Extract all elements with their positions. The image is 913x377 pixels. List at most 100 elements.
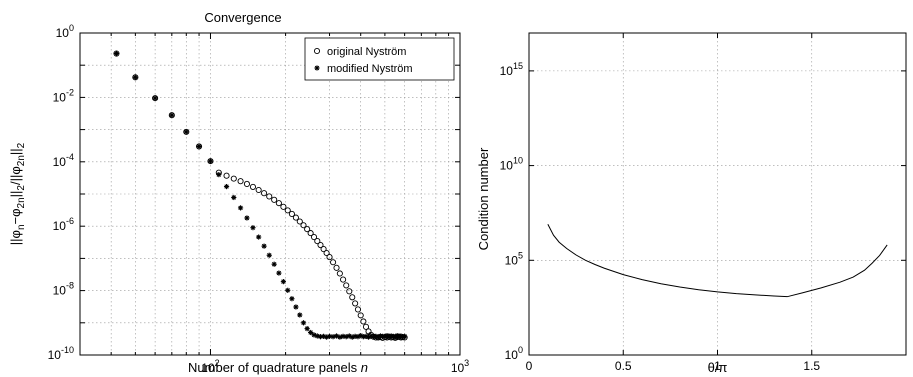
original-nystrom-point bbox=[300, 222, 307, 229]
original-nystrom-point bbox=[362, 323, 370, 330]
original-nystrom-point bbox=[352, 300, 359, 307]
original-nystrom-point bbox=[317, 241, 324, 249]
modified-nystrom-point bbox=[183, 129, 189, 135]
left-y-tick-label: 10-2 bbox=[53, 87, 74, 104]
modified-nystrom-point bbox=[300, 320, 307, 326]
modified-nystrom-point bbox=[297, 312, 303, 318]
original-nystrom-point bbox=[249, 183, 257, 190]
original-nystrom-point bbox=[304, 226, 311, 233]
right-ticks: 100 105 1010 1015 0 0.5 1 1.5 bbox=[500, 33, 906, 373]
original-nystrom-point bbox=[349, 294, 356, 301]
right-plot-frame bbox=[528, 32, 907, 356]
left-x-axis-label-text: Number of quadrature panels bbox=[188, 360, 361, 375]
original-nystrom-point bbox=[346, 288, 353, 295]
modified-nystrom-point bbox=[169, 112, 175, 118]
original-nystrom-point bbox=[266, 193, 273, 200]
right-y-tick-label: 100 bbox=[505, 345, 523, 362]
modified-nystrom-point bbox=[231, 194, 237, 201]
modified-nystrom-point bbox=[250, 225, 256, 231]
original-nystrom-point bbox=[333, 264, 340, 271]
original-nystrom-point bbox=[255, 186, 262, 194]
modified-nystrom-point bbox=[271, 261, 277, 267]
original-nystrom-point bbox=[326, 254, 333, 261]
modified-nystrom-point bbox=[256, 234, 262, 240]
chart-title: Convergence bbox=[204, 10, 281, 25]
original-nystrom-point bbox=[314, 238, 321, 245]
left-data-points bbox=[113, 50, 408, 341]
right-y-tick-label: 105 bbox=[505, 250, 523, 267]
modified-nystrom-point bbox=[289, 296, 295, 302]
original-nystrom-point bbox=[288, 210, 295, 218]
right-grid bbox=[529, 33, 906, 355]
original-nystrom-point bbox=[343, 282, 350, 289]
right-x-tick-label: 0.5 bbox=[615, 359, 632, 373]
left-y-tick-label: 10-10 bbox=[48, 345, 74, 362]
original-nystrom-point bbox=[230, 175, 237, 182]
legend-label-modified: modified Nyström bbox=[327, 63, 413, 75]
modified-nystrom-point bbox=[196, 143, 202, 150]
original-nystrom-point bbox=[243, 180, 250, 188]
original-nystrom-point bbox=[271, 196, 278, 203]
left-y-axis-label: ||φn−φ2n||2/||φ2n||2 bbox=[8, 142, 27, 245]
modified-nystrom-point bbox=[207, 158, 214, 164]
left-y-tick-label: 10-8 bbox=[53, 281, 74, 298]
original-nystrom-point bbox=[360, 318, 367, 325]
condition-number-panel: 100 105 1010 1015 0 0.5 1 1.5 θ/π Condition num… bbox=[476, 32, 907, 375]
right-x-tick-label: 0 bbox=[526, 359, 533, 373]
right-x-axis-label: θ/π bbox=[708, 360, 728, 375]
legend-marker-original bbox=[313, 47, 321, 55]
original-nystrom-point bbox=[307, 230, 314, 237]
left-ticks: 100 10-2 10-4 10-6 10-8 10-10 102 103 bbox=[48, 23, 470, 375]
original-nystrom-point bbox=[223, 172, 230, 179]
right-y-tick-label: 1015 bbox=[500, 61, 523, 78]
modified-nystrom-point bbox=[152, 95, 158, 101]
original-nystrom-point bbox=[292, 214, 299, 221]
original-nystrom-point bbox=[320, 246, 327, 253]
modified-nystrom-point bbox=[402, 333, 408, 339]
modified-nystrom-point bbox=[261, 243, 267, 249]
left-y-tick-label: 10-6 bbox=[53, 216, 74, 233]
original-nystrom-point bbox=[284, 207, 291, 214]
modified-nystrom-point bbox=[237, 205, 244, 211]
original-nystrom-point bbox=[323, 249, 330, 257]
legend-label-original: original Nyström bbox=[327, 46, 406, 58]
left-x-tick-label: 103 bbox=[451, 358, 469, 375]
original-nystrom-point bbox=[296, 218, 303, 225]
right-y-axis-label: Condition number bbox=[476, 147, 491, 250]
right-y-tick-label: 1010 bbox=[500, 156, 523, 173]
legend-marker-modified bbox=[314, 65, 320, 71]
modified-nystrom-point bbox=[113, 50, 120, 57]
original-nystrom-point bbox=[336, 270, 343, 277]
modified-nystrom-point bbox=[293, 304, 299, 310]
modified-nystrom-point bbox=[244, 215, 250, 221]
modified-nystrom-point bbox=[266, 252, 272, 258]
modified-nystrom-point bbox=[280, 279, 286, 285]
modified-nystrom-point bbox=[216, 172, 222, 178]
modified-nystrom-point bbox=[375, 334, 381, 340]
modified-nystrom-point bbox=[132, 74, 138, 80]
modified-nystrom-point bbox=[223, 183, 230, 190]
legend: original Nyström modified Nyström bbox=[304, 37, 455, 81]
left-y-tick-label: 10-4 bbox=[53, 152, 74, 169]
original-nystrom-point bbox=[330, 259, 337, 266]
original-nystrom-point bbox=[280, 203, 287, 210]
original-nystrom-point bbox=[275, 200, 282, 207]
modified-nystrom-point bbox=[285, 287, 291, 293]
left-x-tick-label: 102 bbox=[201, 358, 219, 375]
modified-nystrom-point bbox=[304, 326, 310, 332]
left-y-tick-label: 100 bbox=[56, 23, 74, 40]
modified-nystrom-point bbox=[276, 270, 282, 276]
original-nystrom-point bbox=[354, 306, 362, 313]
left-x-axis-label: Number of quadrature panels n bbox=[188, 360, 368, 375]
original-nystrom-point bbox=[261, 190, 268, 197]
original-nystrom-point bbox=[310, 234, 318, 241]
condition-number-line bbox=[547, 224, 888, 298]
original-nystrom-point bbox=[357, 312, 364, 319]
original-nystrom-point bbox=[237, 178, 244, 185]
right-x-tick-label: 1.5 bbox=[803, 359, 820, 373]
original-nystrom-point bbox=[340, 276, 347, 283]
modified-nystrom-point bbox=[308, 329, 314, 336]
